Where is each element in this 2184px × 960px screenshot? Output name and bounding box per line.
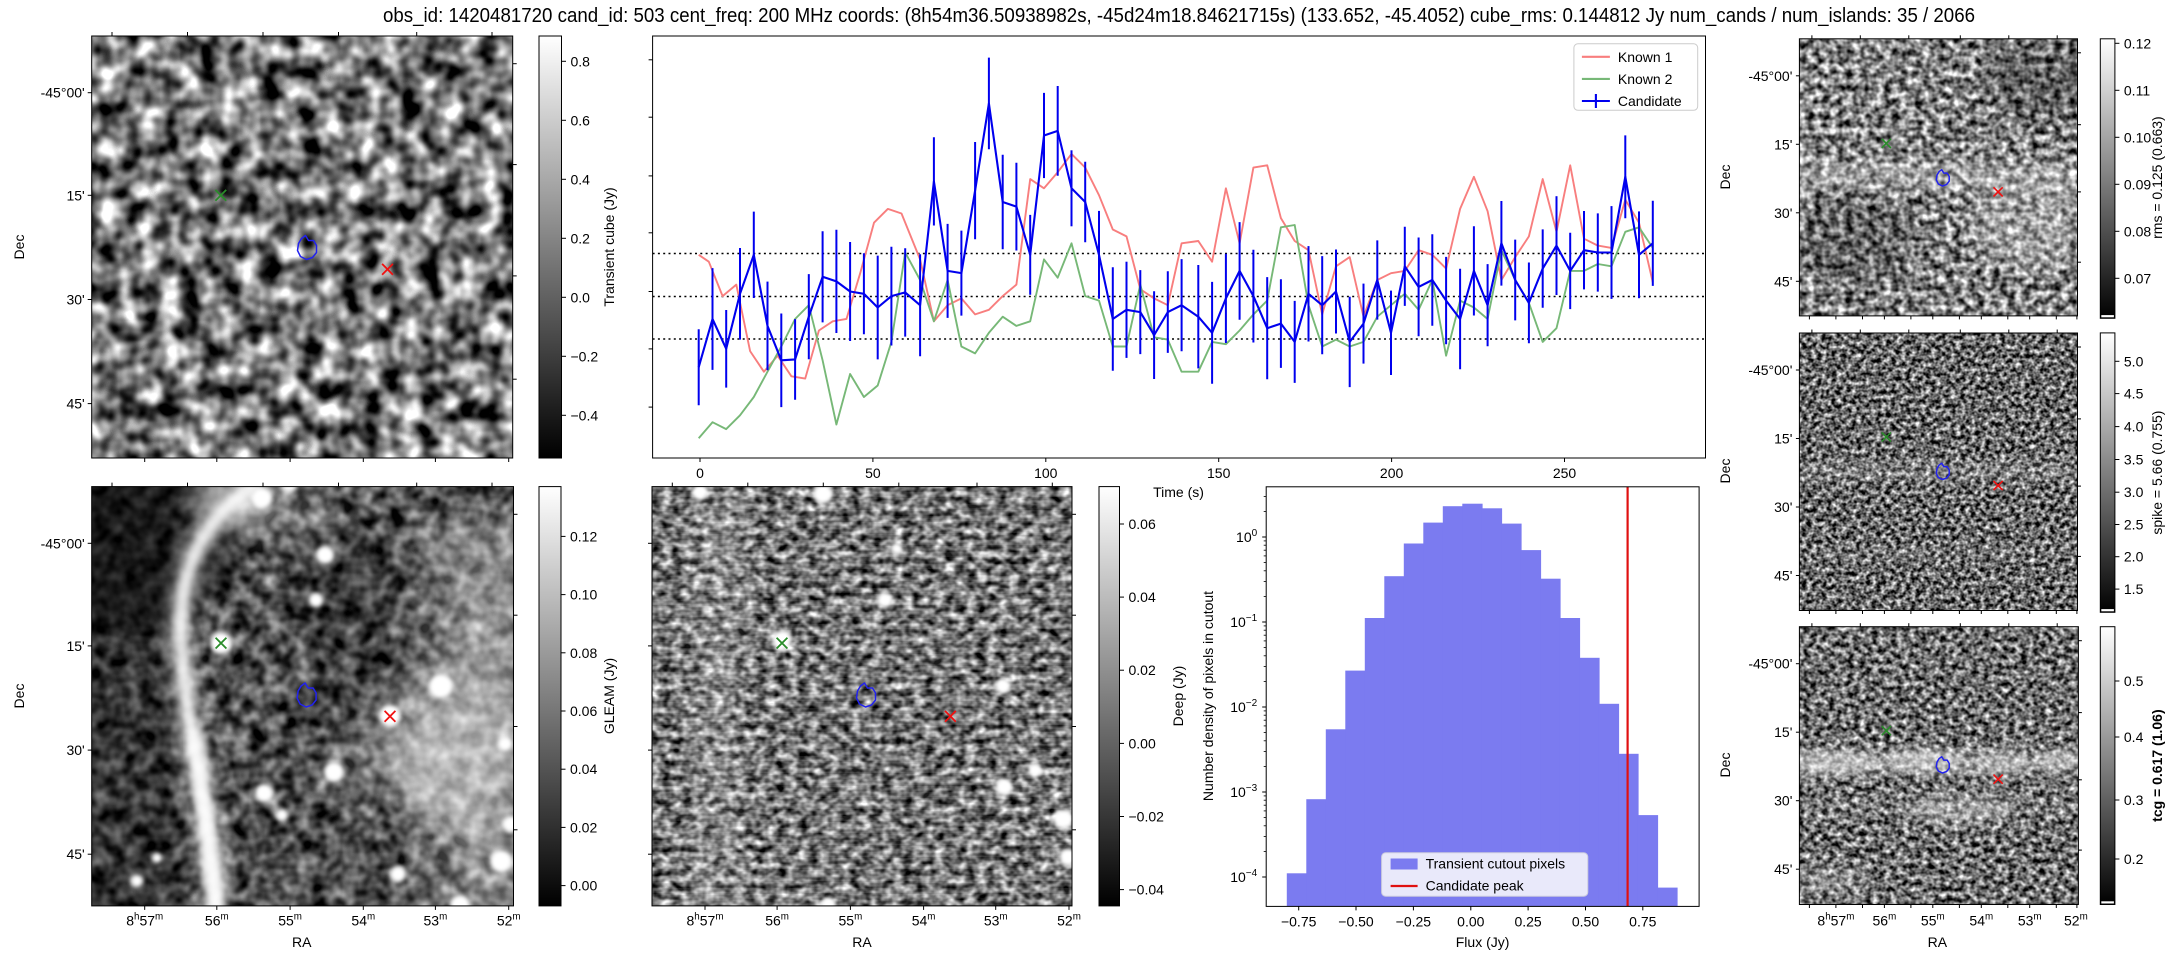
svg-text:0.06: 0.06 [570,703,597,719]
svg-text:3.0: 3.0 [2124,484,2144,500]
svg-text:0.00: 0.00 [1129,735,1156,751]
svg-text:Dec: Dec [1717,165,1733,190]
svg-text:0.0: 0.0 [571,289,591,305]
svg-text:15': 15' [66,187,84,203]
svg-text:-45°00': -45°00' [1748,362,1792,378]
svg-text:Number density of pixels in cu: Number density of pixels in cutout [1200,591,1216,801]
svg-text:5.0: 5.0 [2124,353,2144,369]
svg-text:−0.50: −0.50 [1338,913,1374,929]
svg-text:0.75: 0.75 [1629,913,1656,929]
svg-text:0.8: 0.8 [571,53,591,69]
svg-text:−0.04: −0.04 [1129,882,1165,898]
svg-text:2.5: 2.5 [2124,517,2144,533]
svg-text:0.02: 0.02 [1129,662,1156,678]
svg-text:0.04: 0.04 [1129,589,1156,605]
svg-text:250: 250 [1553,465,1577,481]
svg-text:30': 30' [1774,205,1792,221]
svg-text:-45°00': -45°00' [1748,656,1792,672]
svg-text:Transient cutout pixels: Transient cutout pixels [1426,856,1566,872]
svg-text:tcg = 0.617 (1.06): tcg = 0.617 (1.06) [2149,709,2165,821]
svg-text:15': 15' [1774,724,1792,740]
svg-text:Transient cube (Jy): Transient cube (Jy) [601,187,617,306]
svg-text:Time (s): Time (s) [1153,484,1204,500]
svg-text:2.0: 2.0 [2124,549,2144,565]
svg-text:0.11: 0.11 [2124,82,2150,98]
svg-text:4.0: 4.0 [2124,419,2144,435]
svg-text:50: 50 [865,465,881,481]
svg-text:RA: RA [1928,934,1948,950]
svg-text:45': 45' [1774,861,1792,877]
svg-text:45': 45' [1774,568,1792,584]
svg-text:4.5: 4.5 [2124,386,2144,402]
svg-text:Deep (Jy): Deep (Jy) [1170,666,1186,727]
svg-text:15': 15' [1774,136,1792,152]
svg-text:-45°00': -45°00' [1748,68,1792,84]
svg-text:0.3: 0.3 [2124,792,2144,808]
svg-text:0.10: 0.10 [2124,129,2151,145]
svg-text:0.25: 0.25 [1514,913,1541,929]
svg-text:Known 2: Known 2 [1618,71,1673,87]
svg-text:3.5: 3.5 [2124,452,2144,468]
svg-text:Flux (Jy): Flux (Jy) [1456,934,1510,950]
svg-text:0.08: 0.08 [570,645,597,661]
svg-text:0.09: 0.09 [2124,176,2151,192]
svg-text:45': 45' [66,846,84,862]
svg-text:spike = 5.66 (0.755): spike = 5.66 (0.755) [2149,411,2165,535]
svg-text:0.08: 0.08 [2124,223,2151,239]
svg-text:Dec: Dec [1717,459,1733,484]
svg-text:0.4: 0.4 [571,171,591,187]
svg-text:15': 15' [1774,431,1792,447]
svg-text:rms = 0.125 (0.663): rms = 0.125 (0.663) [2149,116,2165,239]
svg-text:Candidate: Candidate [1618,93,1682,109]
svg-text:RA: RA [852,934,872,950]
svg-text:30': 30' [66,292,84,308]
svg-text:0.04: 0.04 [570,761,597,777]
svg-text:−0.4: −0.4 [571,407,599,423]
svg-text:0.5: 0.5 [2124,673,2144,689]
svg-text:30': 30' [66,742,84,758]
svg-text:30': 30' [1774,499,1792,515]
svg-text:0.02: 0.02 [570,819,597,835]
svg-text:0.6: 0.6 [571,112,591,128]
svg-text:30': 30' [1774,793,1792,809]
svg-text:-45°00': -45°00' [41,85,85,101]
svg-text:Dec: Dec [11,684,27,709]
svg-text:−0.2: −0.2 [571,348,599,364]
svg-text:−0.75: −0.75 [1281,913,1317,929]
svg-text:1.5: 1.5 [2124,581,2144,597]
svg-text:-45°00': -45°00' [41,535,85,551]
svg-text:0.00: 0.00 [570,878,597,894]
svg-text:0: 0 [696,465,704,481]
svg-text:0.50: 0.50 [1572,913,1599,929]
svg-text:0.2: 0.2 [571,230,591,246]
svg-text:RA: RA [292,934,312,950]
svg-text:GLEAM (Jy): GLEAM (Jy) [601,658,617,734]
svg-text:150: 150 [1207,465,1231,481]
svg-text:0.4: 0.4 [2124,729,2144,745]
svg-text:45': 45' [66,396,84,412]
svg-text:Candidate peak: Candidate peak [1426,878,1525,894]
svg-text:0.00: 0.00 [1457,913,1484,929]
svg-text:obs_id: 1420481720 cand_id: 50: obs_id: 1420481720 cand_id: 503 cent_fre… [383,5,1975,27]
svg-text:Known 1: Known 1 [1618,49,1673,65]
svg-text:0.07: 0.07 [2124,270,2151,286]
svg-text:0.12: 0.12 [2124,35,2151,51]
svg-text:0.06: 0.06 [1129,516,1156,532]
svg-text:0.10: 0.10 [570,587,597,603]
svg-text:45': 45' [1774,273,1792,289]
svg-text:100: 100 [1034,465,1058,481]
svg-text:Dec: Dec [11,235,27,260]
svg-text:−0.02: −0.02 [1129,809,1165,825]
svg-text:0.2: 0.2 [2124,851,2144,867]
svg-text:15': 15' [66,638,84,654]
svg-text:−0.25: −0.25 [1396,913,1432,929]
svg-text:200: 200 [1380,465,1404,481]
svg-text:Dec: Dec [1717,753,1733,778]
svg-text:0.12: 0.12 [570,528,597,544]
